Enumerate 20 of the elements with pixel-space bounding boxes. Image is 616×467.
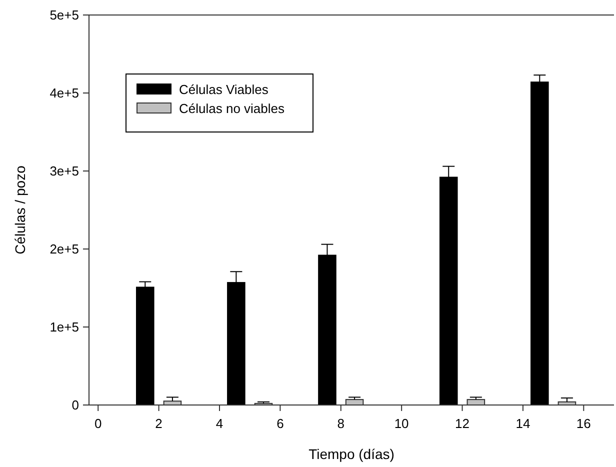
bar [136, 286, 154, 406]
y-tick-label: 3e+5 [50, 164, 79, 179]
y-tick-label: 1e+5 [50, 320, 79, 335]
legend-label: Células Viables [179, 82, 269, 98]
x-tick-label: 6 [276, 416, 284, 431]
x-tick-label: 10 [394, 416, 409, 431]
y-tick-label: 2e+5 [50, 242, 79, 257]
x-tick-label: 0 [94, 416, 102, 431]
y-tick-label: 0 [72, 398, 79, 413]
y-tick-label: 4e+5 [50, 86, 79, 101]
legend-label: Células no viables [179, 101, 286, 116]
x-tick-label: 4 [216, 416, 224, 431]
x-tick-label: 16 [576, 416, 591, 431]
x-tick-label: 14 [516, 416, 530, 431]
x-tick-label: 12 [455, 416, 470, 431]
y-axis-title: Células / pozo [12, 165, 28, 254]
x-tick-label: 2 [155, 416, 162, 431]
x-axis-title: Tiempo (días) [308, 446, 394, 462]
y-tick-label: 5e+5 [50, 8, 79, 23]
x-tick-label: 8 [337, 416, 344, 431]
